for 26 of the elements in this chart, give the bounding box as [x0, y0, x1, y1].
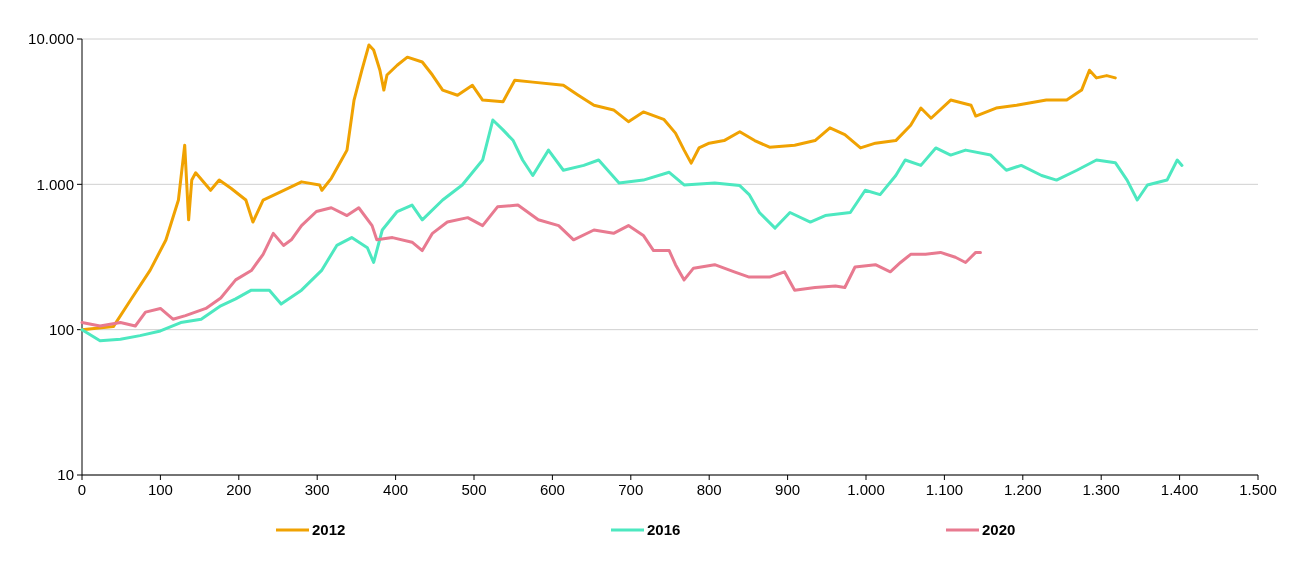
y-tick-label: 10.000	[28, 30, 74, 48]
legend-label: 2016	[647, 521, 681, 539]
legend-label: 2020	[982, 521, 1016, 539]
x-tick-label: 1.400	[1160, 481, 1199, 498]
x-tick-label: 100	[147, 481, 173, 498]
x-tick-label: 1.300	[1082, 481, 1120, 498]
x-tick-label: 300	[304, 481, 330, 498]
x-tick-label: 1.500	[1239, 481, 1277, 498]
x-tick-label: 800	[696, 481, 722, 498]
line-series	[80, 43, 1117, 332]
line-series	[80, 203, 982, 328]
x-tick-label: 200	[226, 481, 252, 498]
x-tick-label: 1.000	[847, 481, 885, 498]
x-tick-label: 1.100	[925, 481, 964, 498]
x-tick-label: 0	[77, 481, 87, 498]
x-tick-label: 600	[539, 481, 565, 498]
x-tick-label: 1.200	[1004, 481, 1042, 498]
x-tick-label: 900	[775, 481, 801, 498]
line-series	[80, 118, 1184, 343]
legend-label: 2012	[312, 521, 346, 539]
y-tick-label: 1.000	[36, 175, 74, 193]
y-tick-label: 10	[57, 466, 74, 484]
x-tick-label: 500	[461, 481, 487, 498]
x-tick-label: 400	[383, 481, 409, 498]
x-tick-label: 700	[618, 481, 644, 498]
y-tick-label: 100	[48, 320, 74, 338]
